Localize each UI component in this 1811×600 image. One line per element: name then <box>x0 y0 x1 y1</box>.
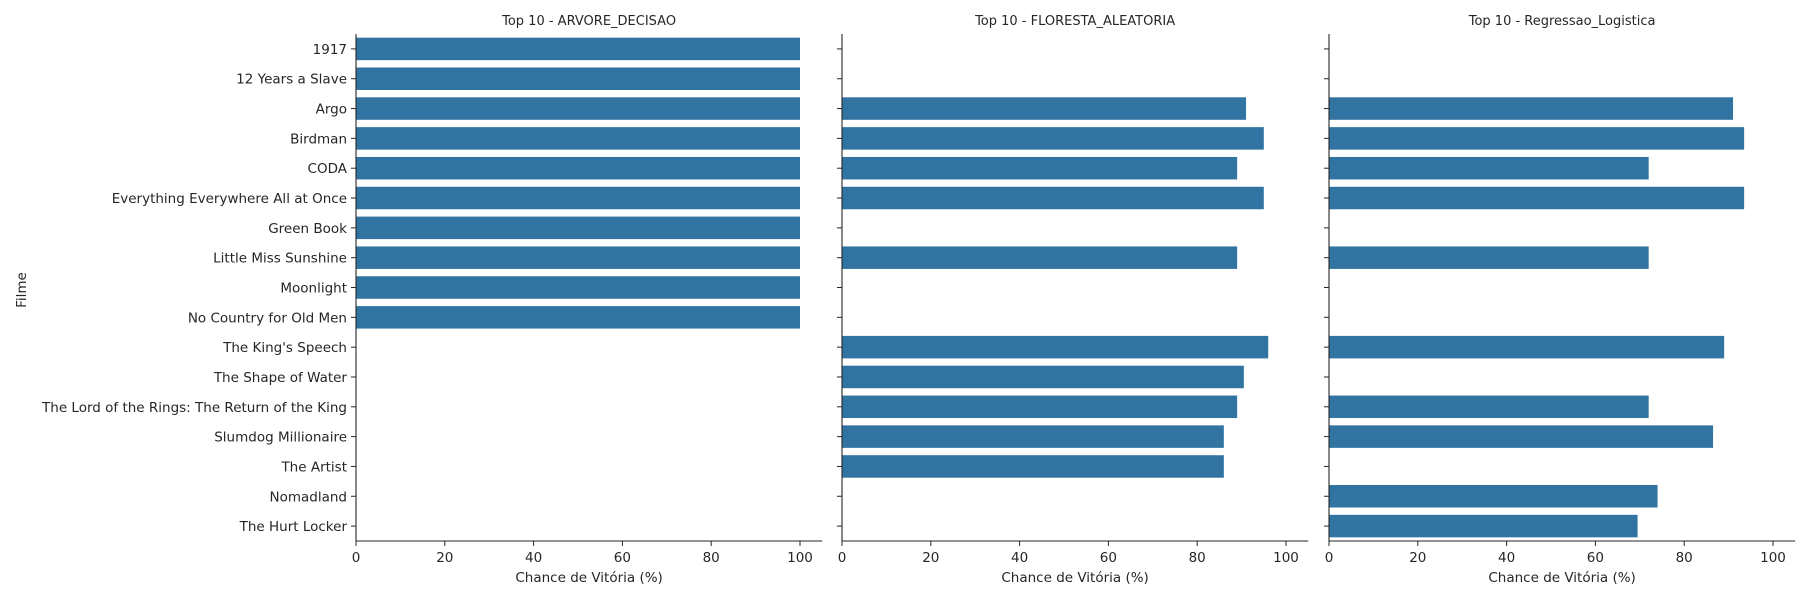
bar <box>356 156 800 180</box>
y-tick-label: Birdman <box>290 131 347 147</box>
bar <box>356 37 800 61</box>
y-tick-label: No Country for Old Men <box>188 310 347 326</box>
bar <box>842 127 1264 150</box>
y-tick-label: Slumdog Millionaire <box>214 430 347 446</box>
chart-panel-1: Top 10 - ARVORE_DECISAO 0 20 40 60 80 100 Chanc… <box>351 14 823 586</box>
x-tick-label: 80 <box>1189 550 1206 566</box>
y-tick-label: Green Book <box>268 221 347 237</box>
y-tick-label: Little Miss Sunshine <box>213 251 347 267</box>
bar <box>356 276 800 299</box>
bar <box>1329 186 1745 210</box>
y-tick-label: 1917 <box>313 42 347 58</box>
x-tick-label: 100 <box>787 550 813 566</box>
x-tick-label: 40 <box>525 550 542 566</box>
panel-title: Top 10 - FLORESTA_ALEATORIA <box>974 14 1175 29</box>
bar <box>356 97 800 120</box>
bar <box>356 67 800 90</box>
bar <box>356 306 800 329</box>
bar <box>356 127 800 150</box>
y-axis-category-labels: 1917 12 Years a Slave Argo Birdman CODA Every… <box>41 42 348 535</box>
y-tick-label: The King's Speech <box>222 340 347 356</box>
y-tick-label: Moonlight <box>280 281 347 297</box>
x-axis-title: Chance de Vitória (%) <box>1488 570 1635 586</box>
bar <box>1329 97 1734 120</box>
chart-panels: Top 10 - ARVORE_DECISAO 0 20 40 60 80 100 Chanc… <box>351 14 1796 586</box>
y-tick-label: Everything Everywhere All at Once <box>112 191 347 207</box>
bar <box>842 186 1264 210</box>
x-tick-label: 20 <box>1409 550 1426 566</box>
bar <box>842 365 1244 389</box>
x-axis-title: Chance de Vitória (%) <box>1001 570 1148 586</box>
bar <box>356 216 800 240</box>
y-tick-label: 12 Years a Slave <box>236 72 347 88</box>
y-axis-title: Filme <box>14 272 30 308</box>
bar <box>842 335 1269 359</box>
x-tick-label: 40 <box>1011 550 1028 566</box>
x-tick-label: 40 <box>1498 550 1515 566</box>
bar <box>1329 127 1745 150</box>
y-tick-label: CODA <box>308 161 348 177</box>
bar <box>842 455 1224 478</box>
x-tick-label: 60 <box>614 550 631 566</box>
chart-panel-2: Top 10 - FLORESTA_ALEATORIA 0 20 40 60 80 100 C… <box>837 14 1309 586</box>
bar <box>842 246 1238 269</box>
x-tick-label: 0 <box>838 550 847 566</box>
chart-panel-3: Top 10 - Regressao_Logistica 0 20 40 60 80 100… <box>1324 14 1796 586</box>
x-tick-label: 100 <box>1273 550 1299 566</box>
y-tick-label: The Hurt Locker <box>239 519 348 535</box>
bar <box>842 395 1238 419</box>
bar <box>356 186 800 210</box>
x-axis-title: Chance de Vitória (%) <box>515 570 662 586</box>
bar <box>1329 156 1649 180</box>
bar <box>842 97 1247 120</box>
bar <box>1329 246 1649 269</box>
x-tick-label: 20 <box>922 550 939 566</box>
x-tick-label: 0 <box>1325 550 1334 566</box>
bar <box>1329 514 1638 538</box>
x-tick-label: 60 <box>1587 550 1604 566</box>
x-tick-label: 80 <box>1676 550 1693 566</box>
bar <box>842 425 1224 448</box>
x-tick-label: 60 <box>1100 550 1117 566</box>
bar <box>1329 425 1714 448</box>
bar <box>356 246 800 269</box>
bar <box>842 156 1238 180</box>
x-tick-label: 80 <box>703 550 720 566</box>
y-tick-label: Nomadland <box>270 489 348 505</box>
bar <box>1329 335 1725 359</box>
bar <box>1329 485 1658 508</box>
y-tick-label: The Lord of the Rings: The Return of the… <box>41 400 347 416</box>
y-tick-label: The Artist <box>280 459 347 475</box>
x-tick-label: 0 <box>352 550 361 566</box>
bar <box>1329 395 1649 419</box>
x-tick-label: 20 <box>436 550 453 566</box>
x-tick-label: 100 <box>1760 550 1786 566</box>
panel-title: Top 10 - ARVORE_DECISAO <box>501 14 676 29</box>
panel-title: Top 10 - Regressao_Logistica <box>1468 14 1656 29</box>
y-tick-label: Argo <box>316 102 347 118</box>
y-tick-label: The Shape of Water <box>213 370 348 386</box>
